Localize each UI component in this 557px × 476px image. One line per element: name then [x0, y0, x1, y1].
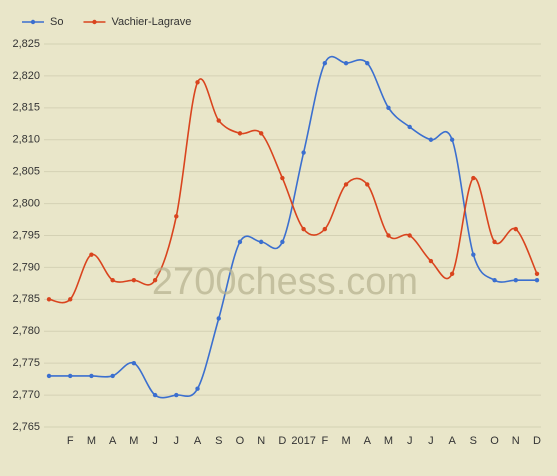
point [237, 239, 243, 245]
point [471, 175, 476, 181]
x-tick-label: J [174, 435, 180, 447]
x-tick-label: A [448, 435, 456, 447]
point [280, 175, 285, 181]
point [471, 252, 476, 257]
y-tick-label: 2,795 [12, 229, 40, 241]
point [386, 233, 391, 238]
x-tick-label: F [321, 435, 328, 447]
point [513, 277, 518, 283]
x-tick-label: S [470, 435, 477, 447]
y-tick-label: 2,785 [12, 293, 40, 305]
point [407, 124, 412, 130]
x-tick-label: N [512, 435, 520, 447]
point [449, 271, 455, 276]
point [365, 60, 370, 66]
point [322, 226, 328, 232]
y-tick-label: 2,800 [12, 197, 40, 209]
point [89, 373, 94, 379]
x-tick-label: A [364, 435, 372, 447]
legend-label: So [50, 16, 63, 28]
y-tick-label: 2,775 [12, 357, 40, 369]
point [195, 386, 200, 391]
x-tick-label: A [194, 435, 202, 447]
point [301, 226, 306, 232]
y-tick-label: 2,790 [12, 261, 40, 273]
point [301, 150, 306, 155]
point [343, 182, 349, 187]
point [89, 252, 94, 257]
point [492, 239, 497, 245]
point [492, 277, 497, 283]
point [428, 258, 434, 264]
x-tick-label: A [109, 435, 117, 447]
point [513, 226, 518, 232]
point [110, 277, 115, 283]
point [428, 137, 434, 142]
x-tick-label: J [152, 435, 158, 447]
point [534, 277, 540, 283]
point [449, 137, 455, 142]
x-tick-label: S [215, 435, 222, 447]
point [68, 297, 73, 302]
point [174, 214, 179, 219]
x-tick-label: M [129, 435, 138, 447]
point [258, 131, 264, 136]
point [343, 60, 349, 66]
point [110, 373, 115, 379]
point [131, 277, 137, 283]
y-tick-label: 2,780 [12, 325, 40, 337]
x-tick-label: J [407, 435, 413, 447]
y-tick-label: 2,810 [12, 134, 40, 146]
x-tick-label: O [236, 435, 245, 447]
x-tick-label: M [384, 435, 393, 447]
y-tick-label: 2,815 [12, 102, 40, 114]
x-tick-label: F [67, 435, 74, 447]
point [216, 316, 221, 321]
y-tick-label: 2,770 [12, 389, 40, 401]
x-tick-label: N [257, 435, 265, 447]
point [152, 277, 158, 283]
x-tick-label: D [533, 435, 541, 447]
point [258, 239, 264, 245]
point [195, 80, 200, 85]
point [68, 373, 73, 379]
y-tick-label: 2,805 [12, 166, 40, 178]
x-tick-label: O [490, 435, 499, 447]
point [46, 297, 52, 302]
y-tick-label: 2,765 [12, 421, 40, 433]
point [534, 271, 540, 276]
point [131, 360, 137, 366]
x-tick-label: M [341, 435, 350, 447]
x-tick-label: 2017 [291, 435, 315, 447]
x-tick-label: D [278, 435, 286, 447]
x-tick-label: J [428, 435, 434, 447]
point [365, 182, 370, 187]
point [386, 105, 391, 111]
point [152, 392, 158, 398]
x-tick-label: M [87, 435, 96, 447]
point [280, 239, 285, 245]
point [46, 373, 52, 379]
legend-marker [92, 19, 97, 25]
y-tick-label: 2,825 [12, 38, 40, 50]
point [237, 131, 243, 136]
point [407, 233, 412, 238]
watermark: 2700chess.com [152, 261, 418, 303]
y-tick-label: 2,820 [12, 70, 40, 82]
point [174, 392, 179, 398]
legend-label: Vachier-Lagrave [111, 16, 191, 28]
point [322, 60, 328, 66]
point [216, 118, 221, 123]
legend-marker [30, 19, 36, 25]
